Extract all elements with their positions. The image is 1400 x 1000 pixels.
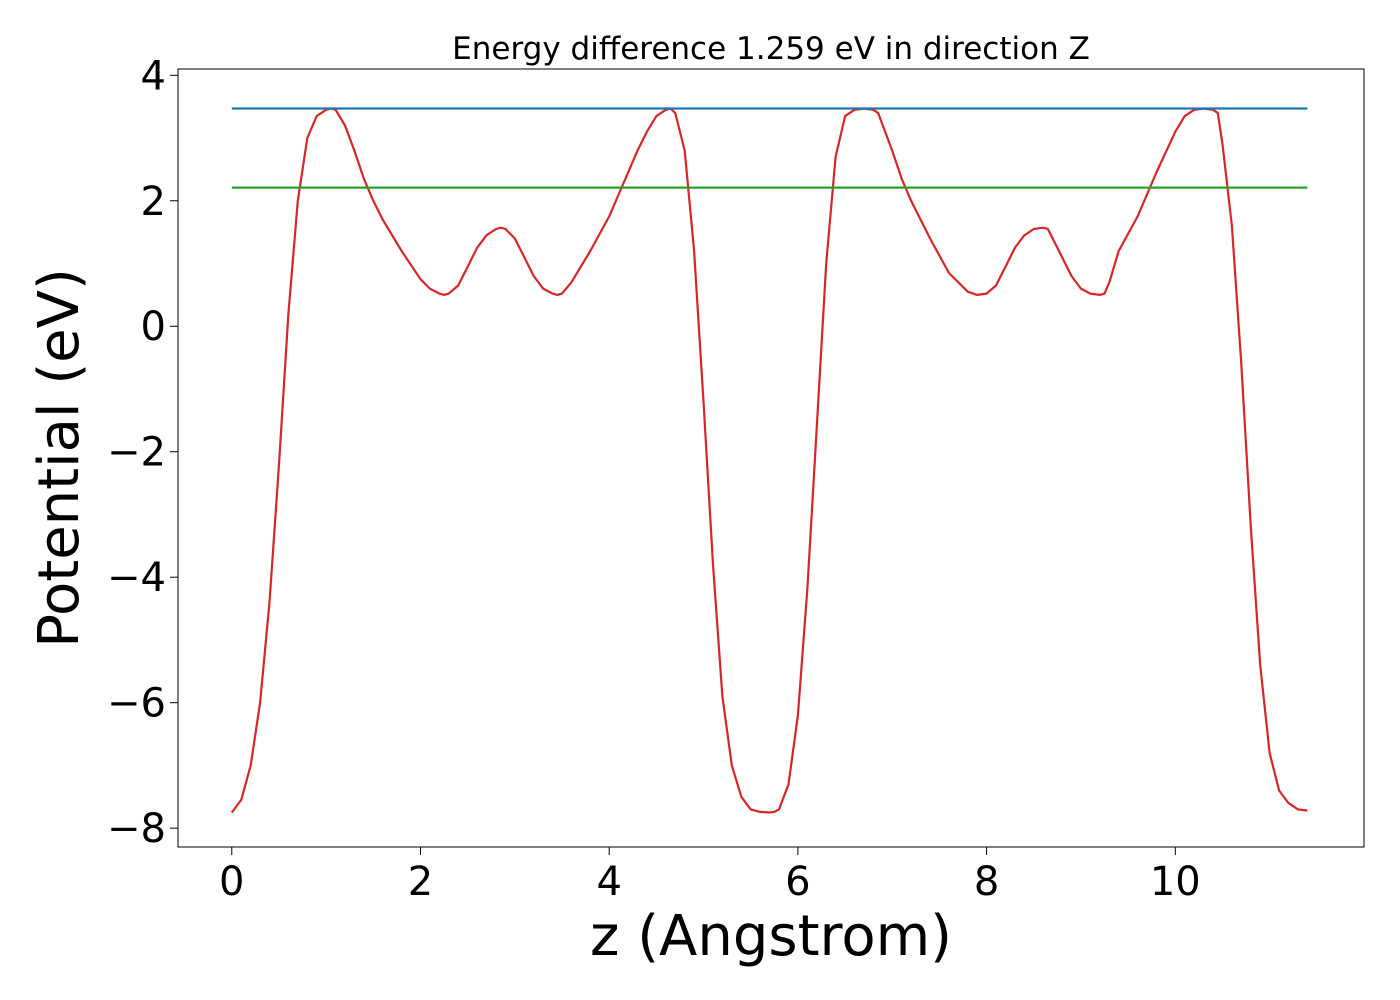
x-tick-label: 2 [408,859,433,905]
x-tick-label: 6 [785,859,810,905]
y-axis-ticks: 4 2 0 −2 −4 −6 −8 [107,53,178,852]
series-layer [230,107,1308,814]
y-tick-label: 2 [141,179,166,225]
series-line-0 [230,107,1308,814]
plot-area-frame [177,68,1365,848]
y-tick-label: 0 [141,304,166,350]
x-axis-label: z (Angstrom) [590,904,952,969]
y-axis-label: Potential (eV) [27,268,92,648]
y-tick-label: −4 [107,555,166,601]
y-tick-label: 4 [141,53,166,99]
y-tick-label: −8 [107,806,166,852]
x-tick-label: 4 [596,859,621,905]
x-tick-label: 10 [1150,859,1201,905]
x-tick-label: 0 [219,859,244,905]
x-axis-ticks: 0 2 4 6 8 10 [219,847,1201,905]
chart-title: Energy difference 1.259 eV in direction … [452,31,1090,67]
x-tick-label: 8 [974,859,999,905]
y-tick-label: −6 [107,681,166,727]
y-tick-label: −2 [107,430,166,476]
